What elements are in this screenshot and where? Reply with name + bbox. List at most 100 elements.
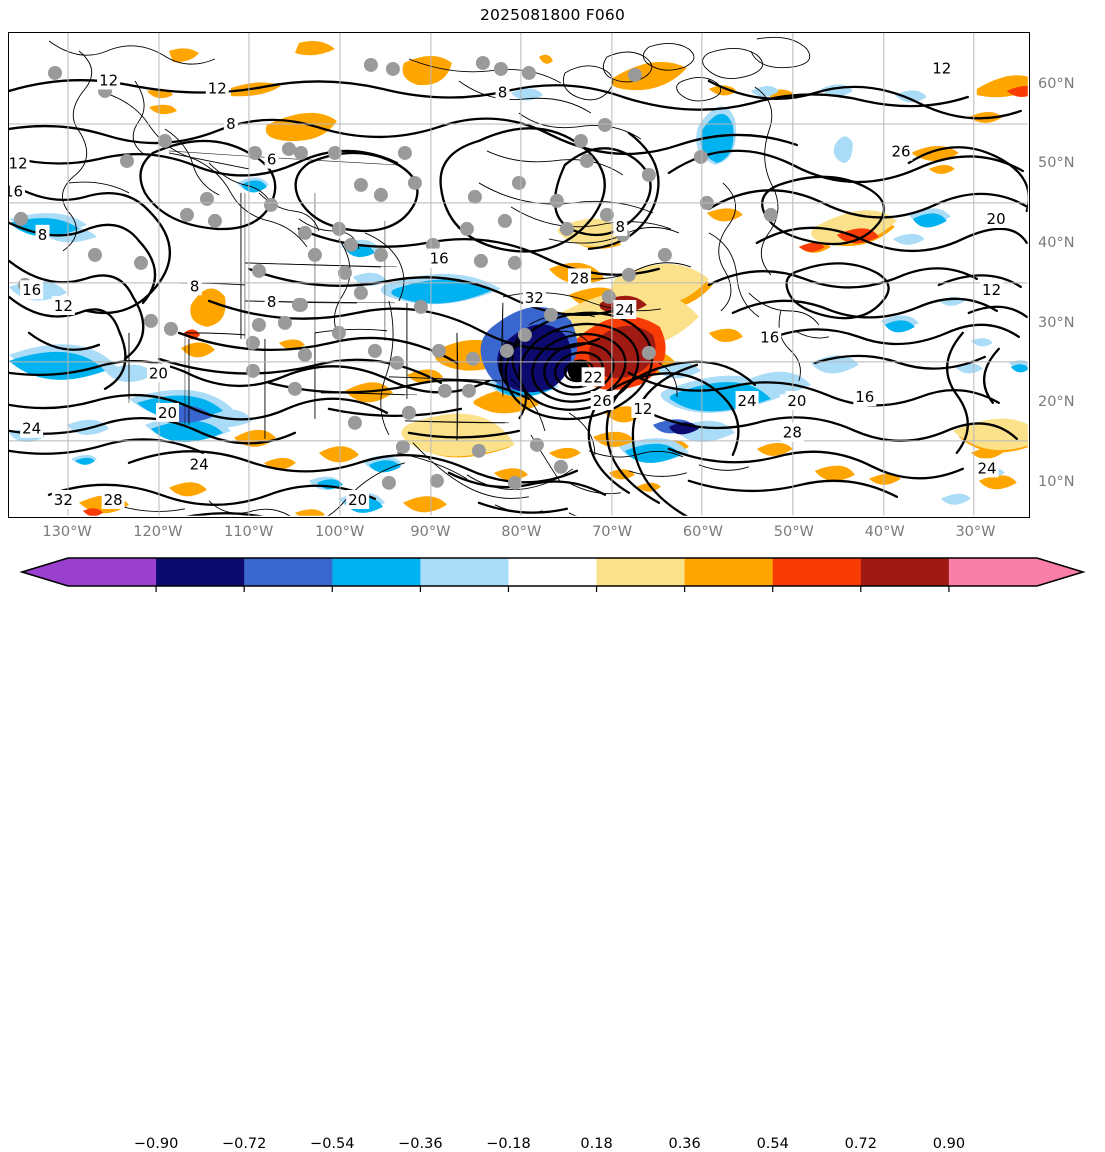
contour-label-14: 12	[930, 58, 954, 78]
colorbar-segment-1[interactable]	[156, 558, 245, 586]
longitude-tick-3: 100°W	[314, 524, 365, 540]
contour-label-31: 24	[735, 391, 759, 410]
svg-text:24: 24	[978, 459, 997, 477]
contour-label-19: 32	[522, 288, 546, 307]
longitude-tick-5: 80°W	[501, 524, 542, 540]
svg-text:32: 32	[54, 491, 73, 509]
svg-text:24: 24	[738, 392, 757, 410]
colorbar-under-arrow	[22, 558, 68, 586]
contour-label-11: 8	[495, 82, 510, 101]
svg-text:16: 16	[855, 388, 874, 406]
svg-text:24: 24	[22, 420, 41, 438]
contour-label-23: 12	[631, 398, 655, 418]
colorbar-segment-9[interactable]	[860, 558, 950, 586]
svg-text:8: 8	[616, 218, 626, 236]
contour-label-35: 24	[975, 458, 999, 477]
svg-text:26: 26	[891, 143, 910, 161]
colorbar-segment-4[interactable]	[420, 558, 509, 586]
svg-text:28: 28	[783, 424, 802, 442]
colorbar-tick-label-3: −0.36	[398, 1136, 443, 1152]
svg-text:20: 20	[158, 404, 177, 422]
contour-label-34: 28	[780, 422, 804, 442]
latitude-tick-3: 30°N	[1038, 314, 1075, 331]
svg-text:20: 20	[787, 392, 806, 410]
latitude-tick-5: 10°N	[1038, 474, 1075, 491]
svg-text:20: 20	[987, 210, 1006, 228]
svg-text:28: 28	[104, 491, 123, 509]
colorbar-segment-6[interactable]	[596, 558, 686, 586]
contour-label-layer: 12 12 8 6 12 16 8 16 12 8 8 8 8 16 12 26 20 12 28 32 24 16 26 1…	[9, 58, 1008, 509]
colorbar-tick-label-6: 0.36	[668, 1136, 701, 1152]
colorbar-swatches[interactable]	[0, 553, 1105, 593]
longitude-tick-0: 130°W	[42, 524, 92, 540]
contour-label-33: 16	[853, 387, 877, 406]
colorbar-tick-label-4: −0.18	[486, 1136, 531, 1152]
contour-label-32: 20	[785, 391, 809, 410]
colorbar-segment-5[interactable]	[508, 558, 598, 586]
contour-label-10: 8	[264, 292, 279, 311]
contour-label-18: 28	[568, 268, 592, 287]
colorbar-outline	[19, 557, 1086, 587]
contour-label-36: 20	[346, 489, 370, 509]
svg-text:12: 12	[633, 400, 652, 418]
contour-label-9: 8	[187, 276, 202, 295]
colorbar-tick-label-8: 0.72	[844, 1136, 877, 1152]
colorbar-tick-label-5: 0.18	[580, 1136, 613, 1152]
longitude-tick-1: 120°W	[133, 524, 183, 540]
colorbar-segment-3[interactable]	[332, 558, 421, 586]
svg-text:20: 20	[348, 491, 367, 509]
contour-label-4: 12	[9, 153, 30, 173]
contour-label-30: 28	[101, 489, 125, 509]
contour-label-20: 24	[613, 300, 637, 319]
colorbar-tick-label-2: −0.54	[310, 1136, 355, 1152]
longitude-tick-8: 50°W	[773, 524, 814, 540]
longitude-tick-2: 110°W	[224, 524, 274, 540]
longitude-tick-6: 70°W	[592, 524, 633, 540]
contour-label-13: 16	[427, 248, 451, 268]
svg-text:12: 12	[54, 297, 73, 315]
colorbar-segment-2[interactable]	[244, 558, 333, 586]
map-panel[interactable]: 12 12 8 6 12 16 8 16 12 8 8 8 8 16 12 26 20 12 28 32 24 16 26 1…	[8, 32, 1030, 518]
svg-text:16: 16	[22, 281, 41, 299]
svg-text:12: 12	[9, 155, 28, 173]
colorbar-tick-label-0: −0.90	[133, 1136, 179, 1152]
latitude-tick-1: 50°N	[1038, 155, 1075, 172]
map-canvas[interactable]: 12 12 8 6 12 16 8 16 12 8 8 8 8 16 12 26 20 12 28 32 24 16 26 1…	[9, 33, 1028, 516]
svg-text:8: 8	[190, 277, 200, 295]
page-title: 2025081800 F060	[479, 6, 626, 24]
contour-label-2: 8	[223, 114, 238, 133]
latitude-tick-0: 60°N	[1038, 75, 1075, 92]
svg-text:12: 12	[932, 60, 951, 78]
longitude-tick-10: 30°W	[955, 524, 996, 540]
latitude-tick-4: 20°N	[1038, 394, 1075, 411]
svg-text:28: 28	[570, 269, 589, 287]
svg-text:32: 32	[525, 289, 544, 307]
svg-text:8: 8	[38, 226, 48, 244]
colorbar-segment-7[interactable]	[684, 558, 774, 586]
colorbar-segment-0[interactable]	[68, 558, 157, 586]
colorbar-segment-10[interactable]	[948, 558, 1038, 586]
contour-label-1: 12	[205, 78, 229, 97]
longitude-tick-4: 90°W	[410, 524, 451, 540]
contour-label-7: 16	[20, 280, 44, 299]
svg-text:12: 12	[982, 281, 1001, 299]
latitude-tick-2: 40°N	[1038, 235, 1075, 252]
contour-label-26: 20	[155, 402, 179, 422]
contour-label-5: 16	[9, 181, 26, 200]
svg-text:24: 24	[615, 301, 634, 319]
contour-label-28: 24	[187, 454, 211, 473]
longitude-tick-7: 60°W	[682, 524, 723, 540]
contour-label-15: 26	[889, 141, 913, 161]
colorbar-tick-label-7: 0.54	[756, 1136, 789, 1152]
colorbar[interactable]: −0.90 −0.72 −0.54 −0.36 −0.18 0.18 0.36 0.54 0.7…	[0, 553, 1105, 1152]
colorbar-segment-8[interactable]	[772, 558, 862, 586]
contour-label-6: 8	[35, 224, 50, 244]
colorbar-tick-label-9: 0.90	[932, 1136, 966, 1152]
svg-text:6: 6	[267, 151, 277, 169]
contour-label-25: 20	[146, 363, 170, 382]
svg-text:22: 22	[584, 368, 603, 386]
colorbar-over-arrow	[1037, 558, 1083, 586]
contour-label-27: 24	[20, 418, 44, 438]
contour-label-3: 6	[264, 149, 279, 169]
svg-text:8: 8	[498, 83, 508, 101]
